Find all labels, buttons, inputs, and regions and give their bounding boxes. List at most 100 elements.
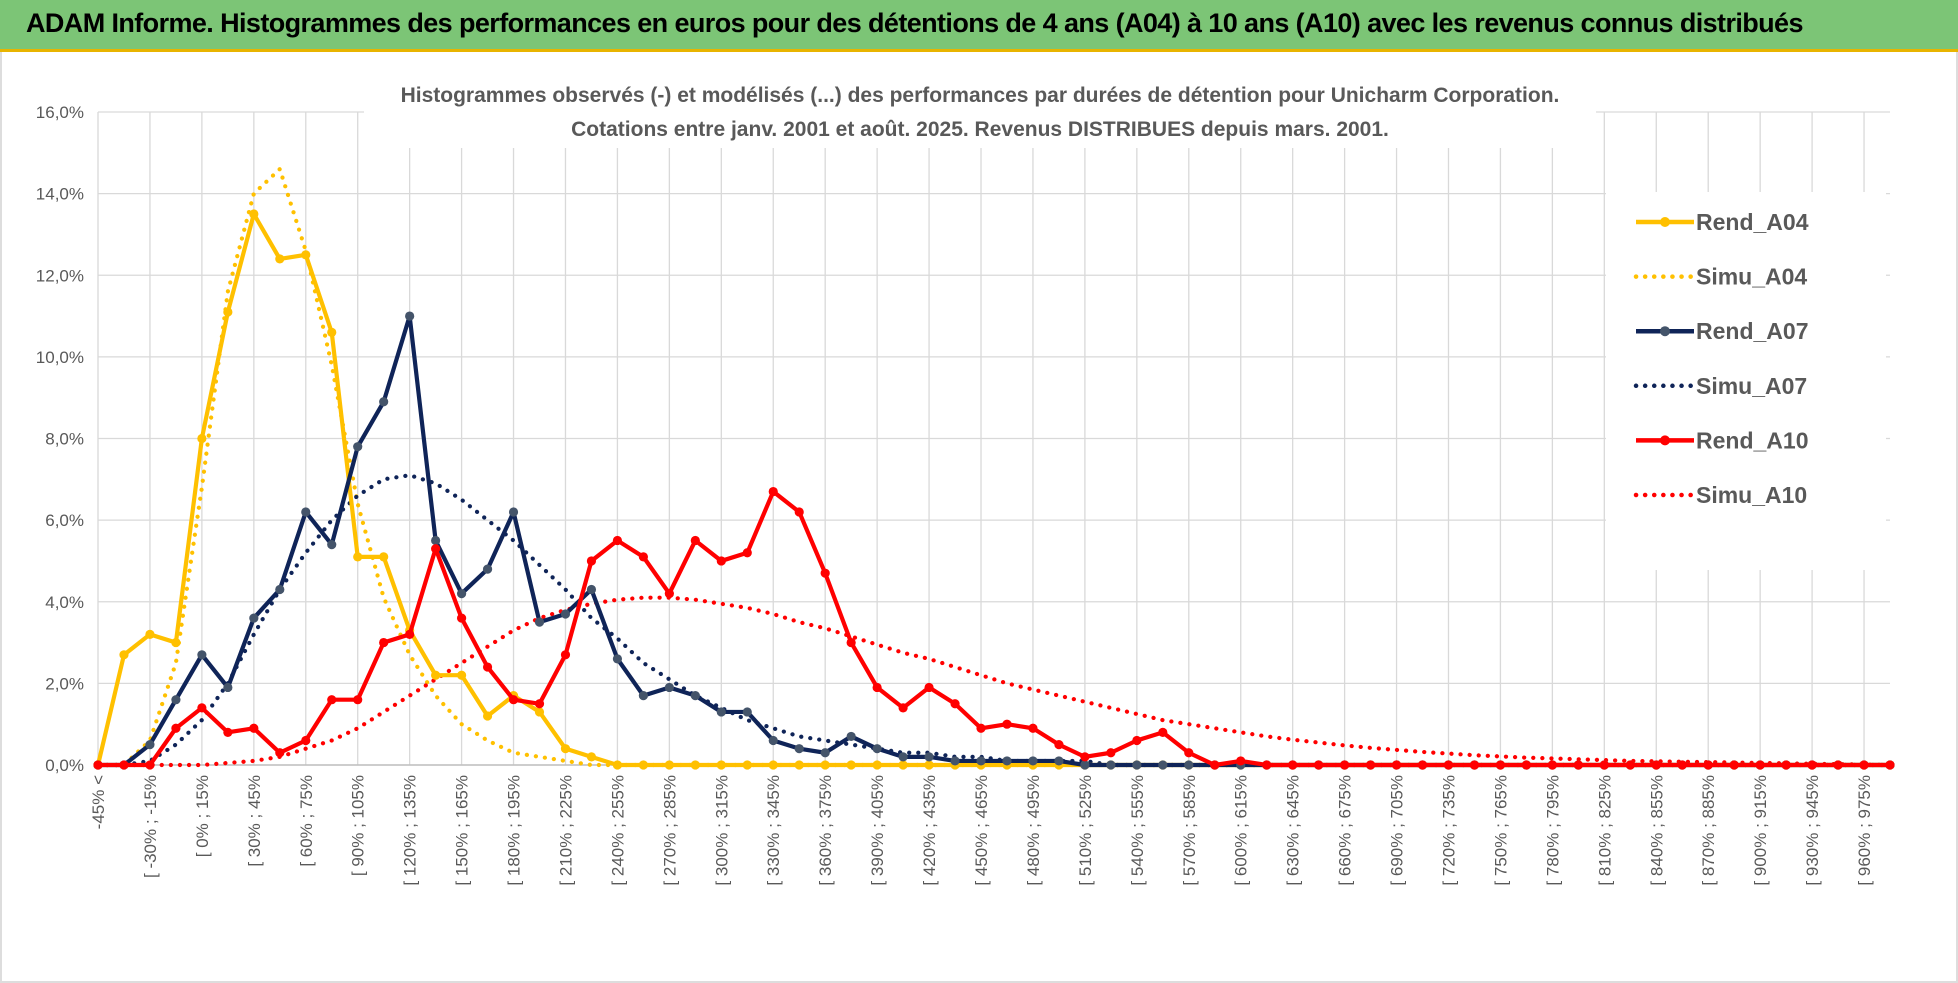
data-point-rend-a10 (1573, 760, 1583, 770)
x-tick-label: [ 840% ; 855% (1647, 775, 1666, 886)
data-point-rend-a10 (1340, 760, 1350, 770)
data-point-rend-a07 (482, 564, 493, 574)
subtitle-background (364, 72, 1596, 148)
x-tick-label: [ 150% ; 165% (453, 775, 472, 886)
x-tick-label: [ 210% ; 225% (556, 775, 575, 886)
x-tick-label: [ 390% ; 405% (868, 775, 887, 886)
data-point-rend-a10 (872, 682, 882, 693)
data-point-rend-a10 (1599, 760, 1609, 770)
data-point-rend-a04 (716, 760, 726, 770)
data-point-rend-a04 (612, 760, 623, 770)
data-point-rend-a07 (976, 756, 986, 766)
x-tick-label: [ -30% ; -15% (141, 775, 160, 878)
data-point-rend-a10 (508, 695, 519, 705)
data-point-rend-a04 (846, 760, 856, 770)
data-point-rend-a07 (431, 535, 441, 546)
legend-background (1606, 192, 1886, 570)
data-point-rend-a10 (1521, 760, 1532, 770)
x-axis: -45% < [ -30% ; -15% [ 0% ; 15% [ 30% ; 45%… (89, 764, 1890, 886)
data-point-rend-a10 (482, 662, 493, 672)
y-tick-label: 6,0% (45, 511, 84, 530)
x-tick-label: [ 690% ; 705% (1388, 775, 1407, 886)
data-point-rend-a10 (950, 699, 960, 709)
data-point-rend-a04 (301, 250, 311, 260)
x-tick-label: [ 600% ; 615% (1232, 775, 1251, 886)
data-point-rend-a04 (560, 744, 571, 754)
data-point-rend-a04 (820, 760, 830, 770)
x-tick-label: [ 270% ; 285% (660, 775, 679, 886)
y-axis: 0,0% 2,0% 4,0% 6,0% 8,0% 10,0% 12,0% 14,0% 16,0% (36, 103, 84, 775)
data-point-rend-a07 (197, 650, 207, 660)
data-point-rend-a07 (924, 752, 934, 762)
x-tick-label: [ 900% ; 915% (1751, 775, 1770, 886)
data-point-rend-a10 (560, 650, 571, 660)
data-point-rend-a10 (846, 637, 856, 648)
legend-label-rend-a04: Rend_A04 (1696, 209, 1809, 235)
x-tick-label: [ 930% ; 945% (1803, 775, 1822, 886)
data-point-rend-a10 (1495, 760, 1506, 770)
data-point-rend-a10 (1080, 752, 1090, 762)
data-point-rend-a10 (664, 588, 674, 599)
data-point-rend-a10 (690, 535, 700, 546)
data-point-rend-a10 (638, 552, 648, 562)
data-point-rend-a04 (898, 760, 908, 770)
data-point-rend-a10 (976, 723, 986, 733)
data-point-rend-a07 (223, 682, 233, 693)
x-tick-label: [ 570% ; 585% (1180, 775, 1199, 886)
data-point-rend-a10 (534, 699, 545, 709)
data-point-rend-a10 (1469, 760, 1480, 770)
histogram-chart: 0,0% 2,0% 4,0% 6,0% 8,0% 10,0% 12,0% 14,0% 16,0%… (36, 72, 1895, 886)
data-point-rend-a07 (898, 752, 908, 762)
data-point-rend-a07 (456, 588, 467, 599)
data-point-rend-a07 (249, 613, 259, 623)
data-point-rend-a10 (327, 695, 337, 705)
data-point-rend-a07 (353, 442, 363, 452)
data-point-rend-a10 (1262, 760, 1272, 770)
data-point-rend-a04 (353, 552, 363, 562)
data-point-rend-a07 (716, 707, 726, 717)
data-point-rend-a10 (1054, 739, 1064, 750)
data-point-rend-a10 (93, 760, 103, 770)
data-point-rend-a07 (1132, 760, 1142, 770)
data-point-rend-a07 (794, 744, 804, 754)
data-point-rend-a04 (768, 760, 778, 770)
data-point-rend-a10 (1288, 760, 1298, 770)
legend-label-rend-a10: Rend_A10 (1696, 427, 1808, 453)
legend-marker (1660, 326, 1670, 337)
data-point-rend-a10 (223, 727, 233, 737)
data-point-rend-a07 (1158, 760, 1168, 770)
report-header: ADAM Informe. Histogrammes des performan… (0, 0, 1958, 52)
data-point-rend-a07 (560, 609, 571, 619)
x-tick-label: [ 960% ; 975% (1855, 775, 1874, 886)
data-point-rend-a07 (1002, 756, 1012, 766)
data-point-rend-a04 (534, 707, 545, 717)
data-point-rend-a10 (1132, 735, 1142, 746)
data-point-rend-a10 (1703, 760, 1713, 770)
x-tick-label: -45% < (89, 775, 108, 829)
data-point-rend-a10 (1365, 760, 1376, 770)
data-point-rend-a04 (249, 209, 259, 219)
x-tick-label: [ 180% ; 195% (505, 775, 524, 886)
data-point-rend-a07 (586, 584, 597, 595)
data-point-rend-a07 (534, 617, 545, 627)
x-tick-label: [ 810% ; 825% (1595, 775, 1614, 886)
legend-label-simu-a04: Simu_A04 (1696, 264, 1807, 290)
data-point-rend-a10 (586, 556, 597, 566)
y-tick-label: 2,0% (45, 674, 84, 693)
data-point-rend-a07 (638, 691, 648, 701)
chart-legend: Rend_A04 Simu_A04 Rend_A07 Simu_A07 Rend_A10… (1633, 209, 1809, 508)
series-line-rend-a10 (98, 489, 1890, 768)
data-point-rend-a07 (171, 695, 181, 705)
data-point-rend-a10 (1651, 760, 1661, 770)
chart-subtitle-line-2: Cotations entre janv. 2001 et août. 2025… (571, 118, 1389, 141)
data-point-rend-a10 (820, 568, 830, 578)
data-point-rend-a04 (275, 254, 285, 264)
data-point-rend-a10 (794, 507, 804, 517)
data-point-rend-a10 (1625, 760, 1635, 770)
data-point-rend-a10 (171, 723, 181, 733)
data-point-rend-a10 (1833, 760, 1843, 770)
data-point-rend-a10 (1002, 719, 1012, 729)
data-point-rend-a04 (924, 760, 934, 770)
data-point-rend-a04 (638, 760, 648, 770)
data-point-rend-a07 (872, 744, 882, 754)
